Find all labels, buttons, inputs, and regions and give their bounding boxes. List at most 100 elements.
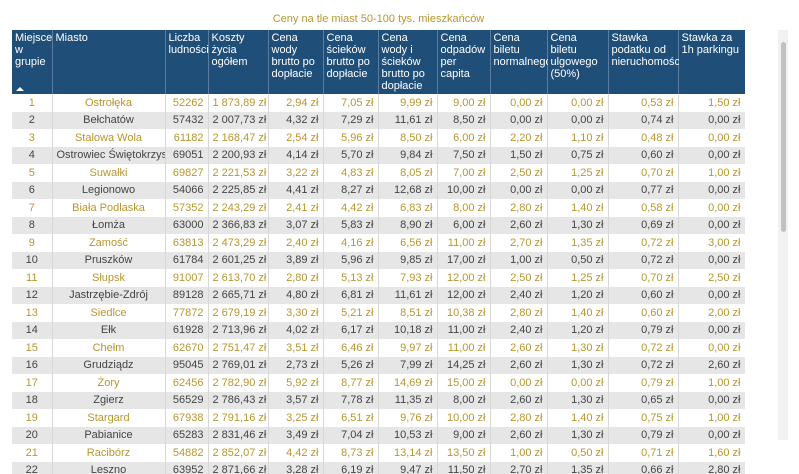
cell: 2,50 zł	[490, 164, 548, 182]
column-header[interactable]: Cena wody i ścieków brutto po dopłacie	[378, 30, 438, 94]
cell: 6,46 zł	[323, 339, 379, 357]
cell: 0,00 zł	[490, 94, 548, 112]
cell: 3,51 zł	[268, 339, 324, 357]
column-header[interactable]: Cena ścieków brutto po dopłacie	[323, 30, 379, 94]
cell: 11	[12, 269, 53, 287]
cell: 6	[12, 181, 53, 199]
cell: 57352	[165, 199, 209, 217]
cell: 2 168,47 zł	[208, 129, 269, 147]
scrollbar-thumb[interactable]	[781, 42, 786, 232]
cell: 2 786,43 zł	[208, 391, 269, 409]
cell: 0,79 zł	[608, 374, 679, 392]
cell: 0,00 zł	[490, 374, 548, 392]
cell: 0,72 zł	[608, 234, 679, 252]
cell: 13	[12, 304, 53, 322]
cell: 3,30 zł	[268, 304, 324, 322]
cell: 0,00 zł	[547, 94, 609, 112]
cell: 2,60 zł	[490, 426, 548, 444]
cell: 9,00 zł	[437, 94, 491, 112]
cell: 1,00 zł	[490, 444, 548, 462]
cell: 1 873,89 zł	[208, 94, 269, 112]
city-cell: Zgierz	[52, 391, 166, 409]
cell: 2,60 zł	[490, 391, 548, 409]
cell: 3	[12, 129, 53, 147]
city-cell: Zamość	[52, 234, 166, 252]
cell: 57432	[165, 111, 209, 129]
table-row: 19 Stargard 67938 2 791,16 zł 3,25 zł 6,51 zł…	[12, 409, 745, 427]
cell: 2 221,53 zł	[208, 164, 269, 182]
cell: 4,41 zł	[268, 181, 324, 199]
scrollbar-track[interactable]	[778, 30, 788, 440]
cell: 1,35 zł	[547, 461, 609, 474]
cell: 69827	[165, 164, 209, 182]
cell: 9	[12, 234, 53, 252]
cell: 3,89 zł	[268, 251, 324, 269]
cell: 8,00 zł	[437, 391, 491, 409]
cell: 0,00 zł	[678, 391, 745, 409]
cell: 1,20 zł	[547, 321, 609, 339]
table-row: 12 Jastrzębie-Zdrój 89128 2 665,71 zł 4,80 z…	[12, 286, 745, 304]
cell: 2,41 zł	[268, 199, 324, 217]
column-header[interactable]: Cena biletu ulgowego (50%)	[547, 30, 609, 94]
cell: 2,40 zł	[268, 234, 324, 252]
cell: 8,51 zł	[378, 304, 438, 322]
cell: 0,00 zł	[547, 374, 609, 392]
city-cell: Suwałki	[52, 164, 166, 182]
cell: 2,50 zł	[678, 269, 745, 287]
column-header[interactable]: Cena biletu normalnego	[490, 30, 552, 94]
cell: 62670	[165, 339, 209, 357]
cell: 0,00 zł	[678, 286, 745, 304]
table-row: 15 Chełm 62670 2 751,47 zł 3,51 zł 6,46 zł 9,9…	[12, 339, 745, 357]
cell: 8,27 zł	[323, 181, 379, 199]
cell: 7,05 zł	[323, 94, 379, 112]
column-header[interactable]: Stawka za 1h parkingu	[678, 30, 745, 94]
cell: 1	[12, 94, 53, 112]
cell: 2,60 zł	[490, 216, 548, 234]
cell: 3,57 zł	[268, 391, 324, 409]
column-header[interactable]: Miejsce w grupie	[12, 30, 53, 94]
cell: 2,50 zł	[490, 269, 548, 287]
column-header[interactable]: Koszty życia ogółem	[208, 30, 269, 94]
column-header[interactable]: Stawka podatku od nieruchomości	[608, 30, 682, 94]
table-row: 14 Ełk 61928 2 713,96 zł 4,02 zł 6,17 zł 10,18…	[12, 321, 745, 339]
cell: 6,83 zł	[378, 199, 438, 217]
cell: 1,00 zł	[678, 164, 745, 182]
cell: 0,79 zł	[608, 426, 679, 444]
table-row: 5 Suwałki 69827 2 221,53 zł 3,22 zł 4,83 zł 8,…	[12, 164, 745, 182]
cell: 1,30 zł	[547, 426, 609, 444]
cell: 0,71 zł	[608, 444, 679, 462]
column-header[interactable]: Cena odpadów per capita	[437, 30, 491, 94]
cell: 7,04 zł	[323, 426, 379, 444]
city-cell: Słupsk	[52, 269, 166, 287]
cell: 4,42 zł	[323, 199, 379, 217]
cell: 3,49 zł	[268, 426, 324, 444]
cell: 1,60 zł	[678, 444, 745, 462]
cell: 2,70 zł	[490, 234, 548, 252]
cell: 2 601,25 zł	[208, 251, 269, 269]
cell: 14,25 zł	[437, 356, 491, 374]
city-cell: Siedlce	[52, 304, 166, 322]
table-row: 4 Ostrowiec Świętokrzyski 69051 2 200,93 zł…	[12, 146, 745, 164]
cell: 0,00 zł	[678, 321, 745, 339]
table-row: 21 Racibórz 54882 2 852,07 zł 4,42 zł 8,73 zł…	[12, 444, 745, 462]
cell: 1,25 zł	[547, 269, 609, 287]
cell: 1,50 zł	[678, 94, 745, 112]
cell: 9,97 zł	[378, 339, 438, 357]
cell: 4,42 zł	[268, 444, 324, 462]
cell: 2,40 zł	[490, 321, 548, 339]
column-header[interactable]: Liczba ludności	[165, 30, 209, 94]
column-header[interactable]: Miasto	[52, 30, 166, 94]
city-cell: Pruszków	[52, 251, 166, 269]
column-header[interactable]: Cena wody brutto po dopłacie	[268, 30, 324, 94]
cell: 1,30 zł	[547, 216, 609, 234]
cell: 0,00 zł	[678, 426, 745, 444]
cell: 4,16 zł	[323, 234, 379, 252]
cell: 7,29 zł	[323, 111, 379, 129]
cell: 20	[12, 426, 53, 444]
cell: 62456	[165, 374, 209, 392]
cell: 2,73 zł	[268, 356, 324, 374]
cell: 8,50 zł	[378, 129, 438, 147]
cell: 1,35 zł	[547, 234, 609, 252]
cell: 0,00 zł	[678, 129, 745, 147]
